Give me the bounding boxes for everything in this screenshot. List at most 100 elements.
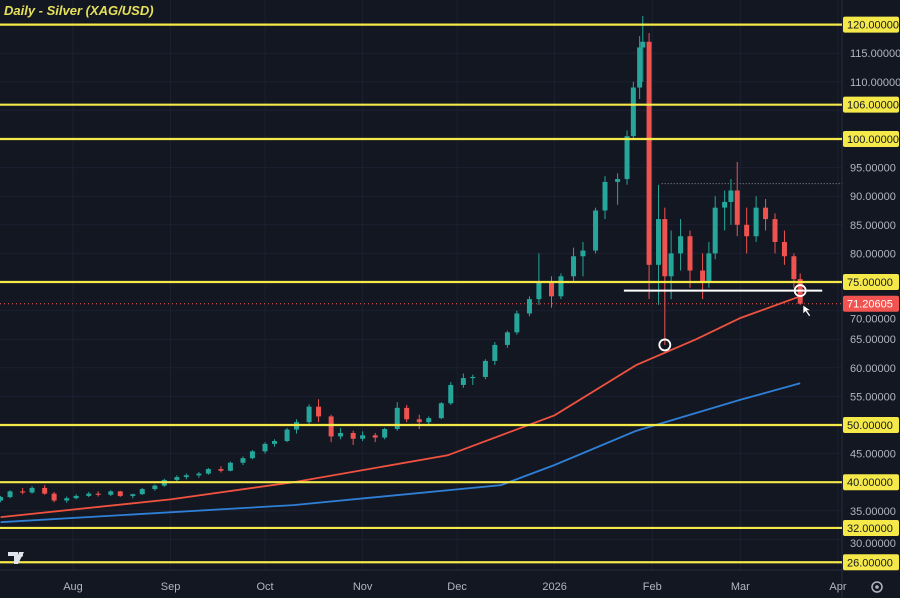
candle (139, 487, 145, 495)
gear-icon[interactable] (871, 581, 883, 593)
candle-body (218, 469, 224, 471)
candle-body (73, 495, 79, 499)
candle-body (51, 493, 57, 501)
y-tick-label: 115.00000 (850, 48, 900, 60)
x-tick-label: Sep (161, 581, 181, 593)
candle-body (482, 360, 488, 377)
candle-body (338, 433, 344, 437)
y-tick-label: 65.00000 (850, 334, 896, 346)
candle-body (630, 87, 636, 137)
gear-icon-center (875, 585, 879, 589)
candle-body (29, 487, 35, 493)
candle (196, 471, 202, 478)
candle (64, 496, 70, 503)
candle-body (536, 282, 542, 300)
candle (438, 402, 444, 420)
candle (360, 431, 366, 442)
candle-body (42, 487, 48, 494)
level-price-label: 50.00000 (847, 420, 893, 432)
candle (7, 490, 13, 499)
candle-body (394, 407, 400, 430)
y-tick-label: 30.00000 (850, 538, 896, 550)
candle (580, 241, 586, 277)
candle (284, 427, 290, 443)
level-price-tag (843, 274, 899, 290)
candle (460, 373, 466, 388)
candle (117, 490, 123, 498)
candle (183, 473, 189, 480)
candle (382, 427, 388, 440)
candle-body (580, 250, 586, 257)
candle-body (700, 270, 706, 282)
candle-body (372, 435, 378, 438)
candle (734, 161, 740, 237)
candle (482, 359, 488, 380)
candle-body (262, 443, 268, 452)
candle-body (152, 485, 158, 490)
level-price-label: 40.00000 (847, 477, 893, 489)
level-price-label: 106.00000 (847, 100, 899, 112)
moving-average-red (0, 295, 801, 518)
candle-body (86, 493, 92, 496)
candle (262, 442, 268, 454)
candle (753, 196, 759, 242)
x-tick-label: 2026 (542, 581, 566, 593)
candle (772, 213, 778, 254)
level-price-tag (843, 474, 899, 491)
candle-body (108, 491, 114, 495)
tradingview-logo-dot (19, 553, 23, 557)
candle-body (271, 441, 277, 444)
candle-body (382, 429, 388, 438)
candle-body (139, 489, 145, 495)
candle-body (526, 299, 532, 314)
candle (328, 414, 334, 443)
candle (205, 467, 211, 475)
candle-body (328, 416, 334, 437)
candle-body (637, 47, 643, 88)
candle (416, 414, 422, 430)
level-price-tag (843, 131, 899, 147)
highlight-circle (793, 284, 807, 297)
candle-body (360, 435, 366, 439)
tradingview-logo (8, 552, 24, 564)
candle-body (7, 491, 13, 498)
candle-body (306, 406, 312, 423)
candle (338, 427, 344, 440)
candle (514, 310, 520, 335)
last-price-label: 71.20605 (847, 299, 893, 311)
candle (536, 253, 542, 305)
candle (95, 491, 101, 497)
y-tick-label: 95.00000 (850, 163, 896, 175)
candle-body (646, 41, 652, 265)
candle-body (64, 498, 70, 501)
x-tick-label: Aug (63, 581, 83, 593)
candle-body (781, 241, 787, 257)
candle (744, 207, 750, 254)
candle (668, 230, 674, 300)
candle (218, 466, 224, 473)
candle (615, 173, 621, 205)
candle-body (249, 451, 255, 459)
candle-body (615, 179, 621, 182)
candle (42, 485, 48, 495)
moving-average-blue (0, 382, 801, 524)
candle (152, 484, 158, 491)
candle-body (460, 378, 466, 385)
level-price-label: 75.00000 (847, 277, 893, 289)
y-tick-label: 35.00000 (850, 506, 896, 518)
candle-body (316, 406, 322, 417)
candle (700, 253, 706, 300)
x-tick-label: Apr (829, 581, 846, 593)
last-price-tag (843, 295, 899, 312)
candle-body (117, 491, 123, 496)
candle-body (95, 493, 101, 495)
candle-body (448, 384, 454, 404)
level-price-tag (843, 16, 899, 33)
level-price-tag (843, 96, 899, 113)
candle (492, 342, 498, 365)
candle (294, 419, 300, 434)
level-price-label: 120.00000 (847, 20, 899, 32)
candle (602, 176, 608, 220)
chart-title: Daily - Silver (XAG/USD) (4, 3, 154, 18)
